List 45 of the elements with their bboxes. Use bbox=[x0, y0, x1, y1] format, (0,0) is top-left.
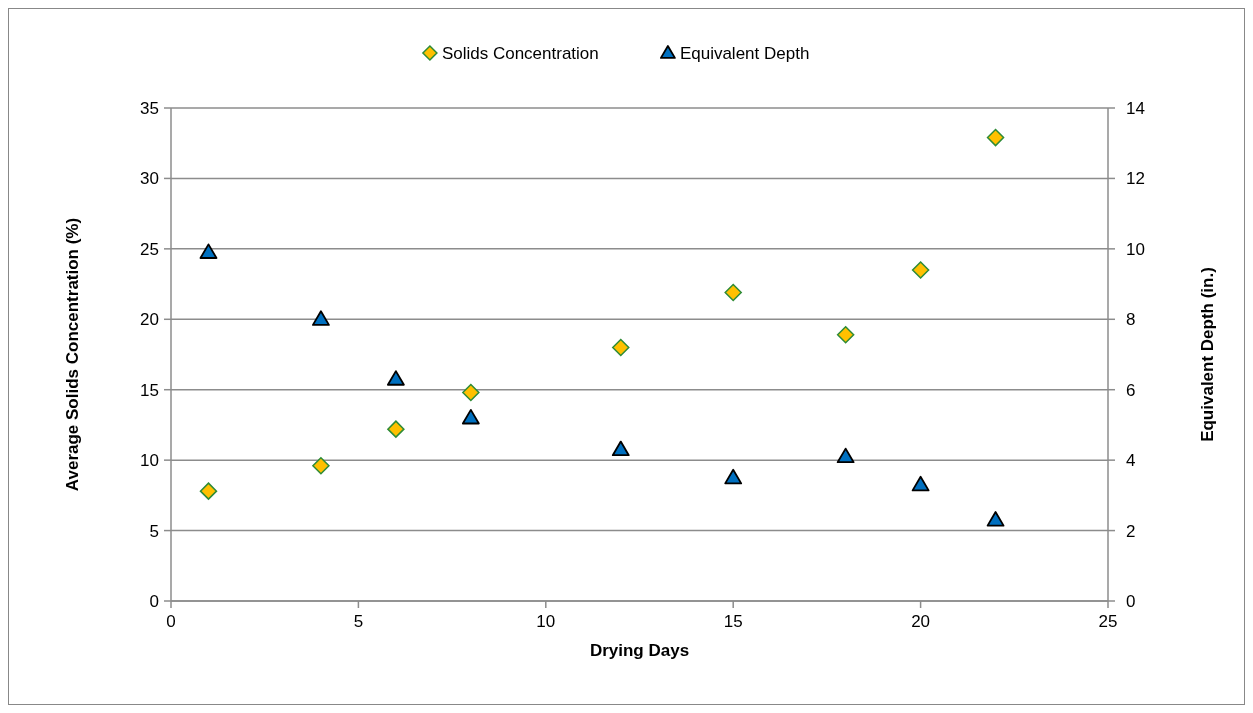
y2-tick-label: 8 bbox=[1126, 310, 1136, 330]
y2-axis-title: Equivalent Depth (in.) bbox=[1198, 267, 1217, 442]
x-tick-label: 5 bbox=[353, 612, 364, 631]
x-tick-label: 20 bbox=[911, 612, 931, 631]
y2-tick-label: 14 bbox=[1126, 99, 1145, 118]
y-tick-label: 0 bbox=[149, 592, 159, 611]
x-axis-title: Drying Days bbox=[589, 641, 690, 660]
point bbox=[612, 338, 630, 357]
point bbox=[986, 128, 1005, 147]
x-tick-label: 10 bbox=[536, 612, 556, 631]
point bbox=[911, 475, 930, 492]
point bbox=[986, 511, 1005, 527]
y2-tick-label: 6 bbox=[1126, 380, 1136, 400]
point bbox=[461, 408, 480, 425]
point bbox=[724, 468, 743, 485]
point bbox=[312, 457, 330, 475]
y-tick-label: 5 bbox=[149, 521, 159, 541]
y2-tick-label: 0 bbox=[1126, 592, 1136, 611]
x-tick-label: 0 bbox=[166, 612, 176, 631]
legend-label: Equivalent Depth bbox=[679, 44, 810, 63]
point bbox=[387, 420, 405, 438]
point bbox=[199, 482, 218, 500]
point bbox=[724, 283, 742, 302]
y2-tick-label: 4 bbox=[1126, 451, 1136, 471]
y-tick-label: 30 bbox=[140, 169, 159, 189]
point bbox=[312, 310, 330, 326]
x-tick-label: 15 bbox=[723, 612, 743, 631]
y-tick-label: 35 bbox=[140, 99, 159, 118]
y-tick-label: 15 bbox=[140, 380, 159, 400]
point bbox=[911, 261, 930, 279]
point bbox=[836, 447, 855, 464]
point bbox=[836, 326, 855, 344]
y-tick-label: 10 bbox=[140, 451, 159, 471]
y-axis-title: Average Solids Concentration (%) bbox=[63, 217, 82, 492]
point bbox=[611, 440, 630, 457]
y2-tick-label: 2 bbox=[1126, 521, 1136, 541]
y2-tick-label: 12 bbox=[1126, 169, 1145, 189]
point bbox=[199, 243, 218, 259]
y-tick-label: 25 bbox=[140, 239, 159, 259]
x-tick-label: 25 bbox=[1098, 612, 1118, 631]
point bbox=[462, 383, 480, 402]
y-tick-label: 20 bbox=[140, 310, 159, 330]
point bbox=[386, 370, 405, 386]
legend-label: Solids Concentration bbox=[441, 44, 599, 63]
y2-tick-label: 10 bbox=[1126, 239, 1145, 259]
